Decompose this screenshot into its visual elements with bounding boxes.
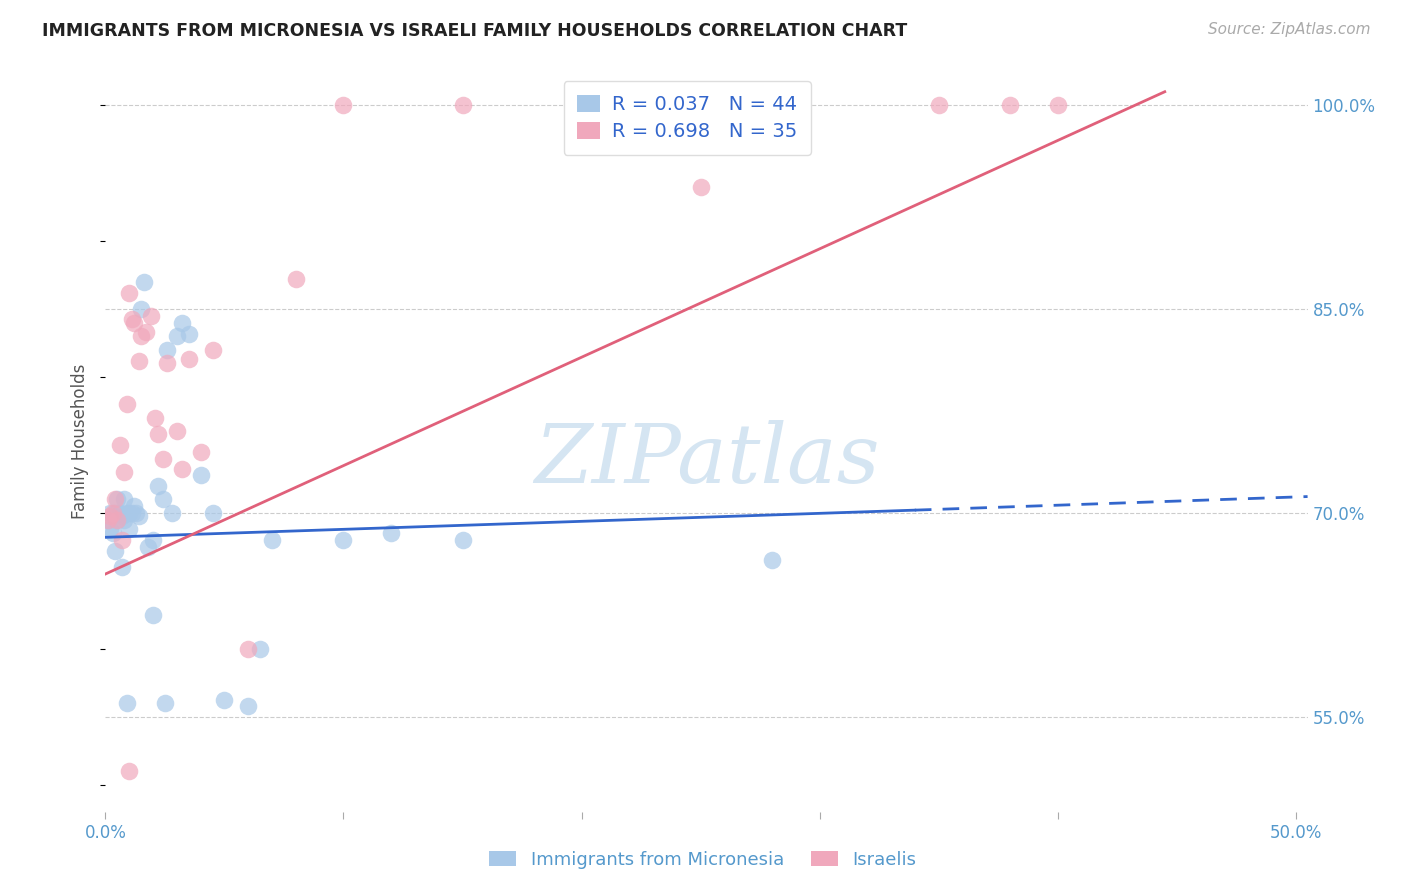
Point [170, 462, 193, 476]
Point [122, 499, 145, 513]
Point [115, 696, 138, 710]
Text: IMMIGRANTS FROM MICRONESIA VS ISRAELI FAMILY HOUSEHOLDS CORRELATION CHART: IMMIGRANTS FROM MICRONESIA VS ISRAELI FA… [42, 22, 907, 40]
Text: ZIPatlas: ZIPatlas [534, 420, 879, 500]
Point [142, 533, 165, 547]
Text: Source: ZipAtlas.com: Source: ZipAtlas.com [1208, 22, 1371, 37]
Point [98, 508, 121, 523]
Point [104, 506, 127, 520]
Point [156, 343, 179, 357]
Point [101, 506, 124, 520]
Point [142, 607, 165, 622]
Point [118, 506, 141, 520]
Point [689, 179, 711, 194]
Point [166, 329, 188, 343]
Point [98, 506, 121, 520]
Point [451, 98, 474, 112]
Point [571, 98, 593, 112]
Point [1046, 98, 1069, 112]
Point [128, 508, 150, 523]
Point [105, 513, 128, 527]
Point [136, 540, 159, 554]
Point [125, 506, 148, 520]
Point [152, 451, 174, 466]
Point [115, 397, 138, 411]
Point [761, 553, 783, 567]
Point [122, 316, 145, 330]
Point [332, 98, 354, 112]
Point [111, 560, 134, 574]
Point [104, 544, 127, 558]
Point [262, 533, 284, 547]
Point [190, 444, 212, 458]
Point [98, 522, 121, 536]
Point [928, 98, 950, 112]
Point [238, 641, 260, 656]
Point [97, 513, 120, 527]
Point [121, 506, 143, 520]
Point [129, 329, 152, 343]
Point [145, 410, 167, 425]
Point [108, 506, 131, 520]
Point [284, 272, 307, 286]
Point [451, 533, 474, 547]
Point [146, 427, 169, 442]
Point [111, 533, 134, 547]
Point [201, 343, 224, 357]
Point [214, 693, 236, 707]
Point [166, 425, 188, 439]
Point [156, 356, 179, 370]
Point [111, 508, 134, 523]
Point [170, 316, 193, 330]
Point [135, 325, 157, 339]
Point [114, 465, 136, 479]
Point [190, 467, 212, 482]
Point [160, 506, 183, 520]
Point [118, 522, 141, 536]
Point [249, 641, 271, 656]
Point [332, 533, 354, 547]
Point [139, 309, 162, 323]
Point [153, 696, 176, 710]
Point [177, 352, 200, 367]
Point [118, 764, 141, 778]
Point [380, 526, 402, 541]
Point [114, 513, 136, 527]
Point [104, 492, 127, 507]
Point [998, 98, 1021, 112]
Point [238, 698, 260, 713]
Legend: Immigrants from Micronesia, Israelis: Immigrants from Micronesia, Israelis [482, 844, 924, 876]
Point [152, 492, 174, 507]
Point [108, 438, 131, 452]
Point [97, 513, 120, 527]
Point [114, 492, 136, 507]
Point [146, 478, 169, 492]
Point [132, 275, 155, 289]
Legend: R = 0.037   N = 44, R = 0.698   N = 35: R = 0.037 N = 44, R = 0.698 N = 35 [564, 81, 811, 155]
Point [105, 492, 128, 507]
Point [118, 285, 141, 300]
Point [128, 353, 150, 368]
Point [177, 326, 200, 341]
Y-axis label: Family Households: Family Households [72, 364, 90, 519]
Point [105, 513, 128, 527]
Point [201, 506, 224, 520]
Point [101, 526, 124, 541]
Point [115, 506, 138, 520]
Point [129, 302, 152, 317]
Point [121, 311, 143, 326]
